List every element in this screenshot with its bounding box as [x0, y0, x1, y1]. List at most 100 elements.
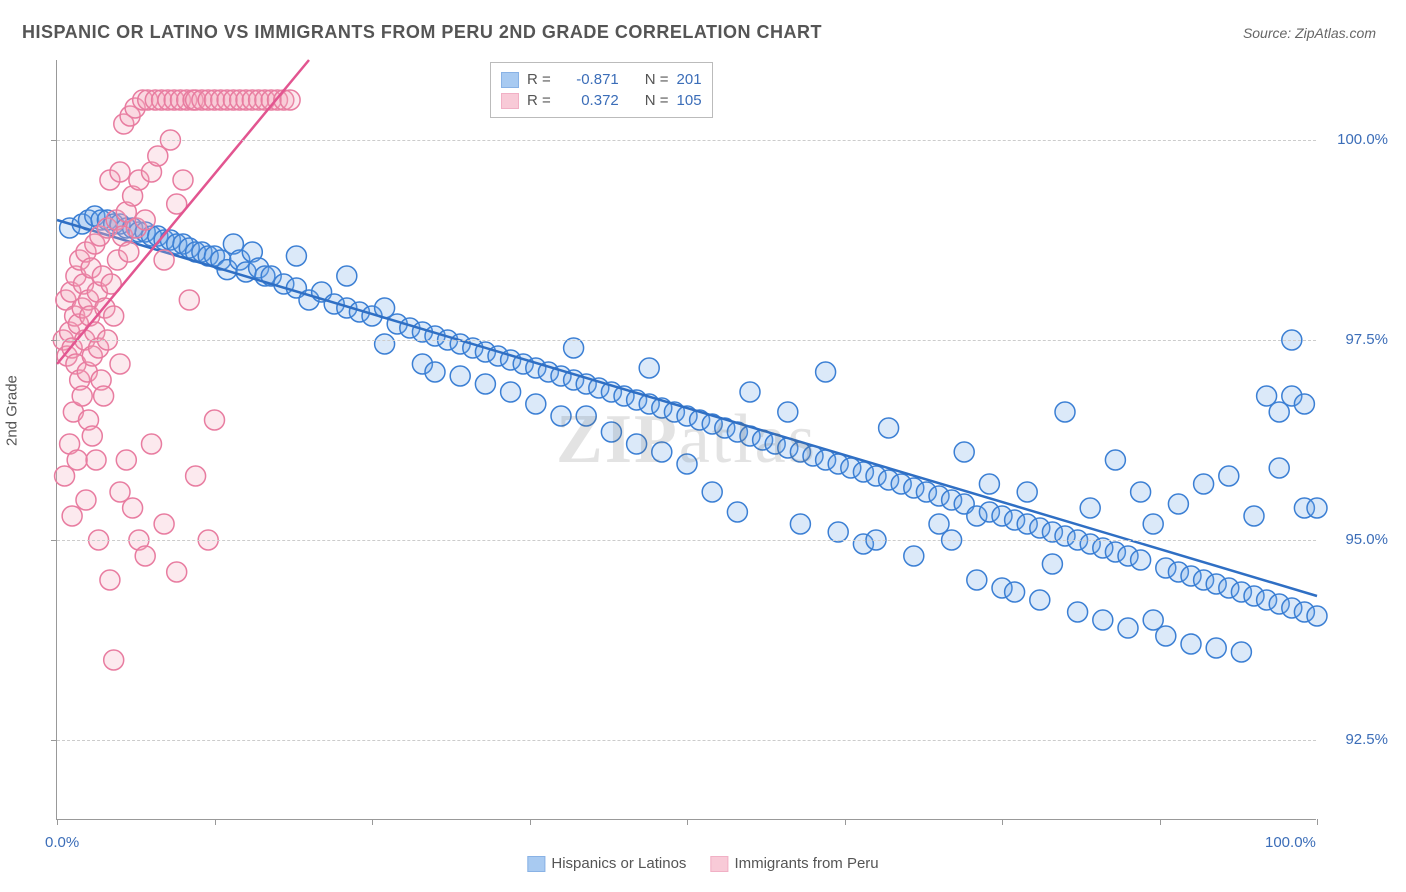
data-point [337, 266, 357, 286]
data-point [119, 242, 139, 262]
data-point [677, 454, 697, 474]
tick-mark [51, 340, 57, 341]
data-point [475, 374, 495, 394]
tick-mark [1160, 819, 1161, 825]
data-point [1168, 494, 1188, 514]
data-point [179, 290, 199, 310]
data-point [727, 502, 747, 522]
data-point [76, 490, 96, 510]
data-point [154, 514, 174, 534]
gridline [57, 540, 1316, 541]
data-point [94, 386, 114, 406]
data-point [828, 522, 848, 542]
data-point [1005, 582, 1025, 602]
data-point [67, 450, 87, 470]
data-point [1194, 474, 1214, 494]
data-point [702, 482, 722, 502]
data-point [1143, 514, 1163, 534]
data-point [1206, 638, 1226, 658]
legend-label: Immigrants from Peru [734, 855, 878, 872]
x-tick-label: 100.0% [1265, 834, 1316, 851]
gridline [57, 140, 1316, 141]
tick-mark [372, 819, 373, 825]
data-point [62, 506, 82, 526]
data-point [576, 406, 596, 426]
y-tick-label: 97.5% [1345, 331, 1388, 348]
data-point [1105, 450, 1125, 470]
data-point [601, 422, 621, 442]
data-point [205, 410, 225, 430]
series-legend: Hispanics or Latinos Immigrants from Peru [527, 855, 878, 872]
data-point [123, 498, 143, 518]
legend-row: R =-0.871N =201 [501, 69, 702, 90]
tick-mark [845, 819, 846, 825]
x-tick-label: 0.0% [45, 834, 79, 851]
tick-mark [215, 819, 216, 825]
data-point [72, 386, 92, 406]
data-point [173, 170, 193, 190]
data-point [450, 366, 470, 386]
tick-mark [1002, 819, 1003, 825]
data-point [954, 442, 974, 462]
data-point [778, 402, 798, 422]
y-axis-label: 2nd Grade [4, 375, 21, 446]
source-label: Source: ZipAtlas.com [1243, 25, 1376, 41]
legend-n-label: N = [645, 71, 669, 88]
data-point [154, 250, 174, 270]
data-point [1156, 626, 1176, 646]
data-point [790, 514, 810, 534]
data-point [142, 434, 162, 454]
data-point [879, 418, 899, 438]
data-point [135, 210, 155, 230]
correlation-legend: R =-0.871N =201R =0.372N =105 [490, 62, 713, 118]
data-point [1080, 498, 1100, 518]
data-point [639, 358, 659, 378]
data-point [1269, 458, 1289, 478]
data-point [135, 546, 155, 566]
legend-n-label: N = [645, 92, 669, 109]
data-point [104, 650, 124, 670]
data-point [1068, 602, 1088, 622]
data-point [104, 306, 124, 326]
y-tick-label: 92.5% [1345, 731, 1388, 748]
tick-mark [687, 819, 688, 825]
data-point [110, 162, 130, 182]
y-tick-label: 100.0% [1337, 131, 1388, 148]
data-point [1118, 618, 1138, 638]
data-point [375, 334, 395, 354]
data-point [1093, 610, 1113, 630]
data-point [1055, 402, 1075, 422]
data-point [904, 546, 924, 566]
chart-plot-area: ZIPatlas 92.5%95.0%97.5%100.0%0.0%100.0% [56, 60, 1316, 820]
data-point [1244, 506, 1264, 526]
y-tick-label: 95.0% [1345, 531, 1388, 548]
tick-mark [51, 140, 57, 141]
data-point [1030, 590, 1050, 610]
tick-mark [1317, 819, 1318, 825]
data-point [816, 362, 836, 382]
tick-mark [57, 819, 58, 825]
legend-n-value: 105 [677, 92, 702, 109]
legend-r-label: R = [527, 71, 551, 88]
legend-r-value: -0.871 [559, 71, 619, 88]
data-point [1042, 554, 1062, 574]
legend-item: Hispanics or Latinos [527, 855, 686, 872]
data-point [564, 338, 584, 358]
legend-swatch [710, 856, 728, 872]
data-point [1231, 642, 1251, 662]
data-point [1181, 634, 1201, 654]
legend-swatch [501, 72, 519, 88]
data-point [1307, 498, 1327, 518]
data-point [100, 570, 120, 590]
tick-mark [51, 540, 57, 541]
data-point [116, 450, 136, 470]
data-point [967, 570, 987, 590]
data-point [652, 442, 672, 462]
data-point [425, 362, 445, 382]
gridline [57, 740, 1316, 741]
chart-title: HISPANIC OR LATINO VS IMMIGRANTS FROM PE… [22, 22, 822, 43]
legend-r-label: R = [527, 92, 551, 109]
data-point [86, 450, 106, 470]
data-point [186, 466, 206, 486]
data-point [627, 434, 647, 454]
